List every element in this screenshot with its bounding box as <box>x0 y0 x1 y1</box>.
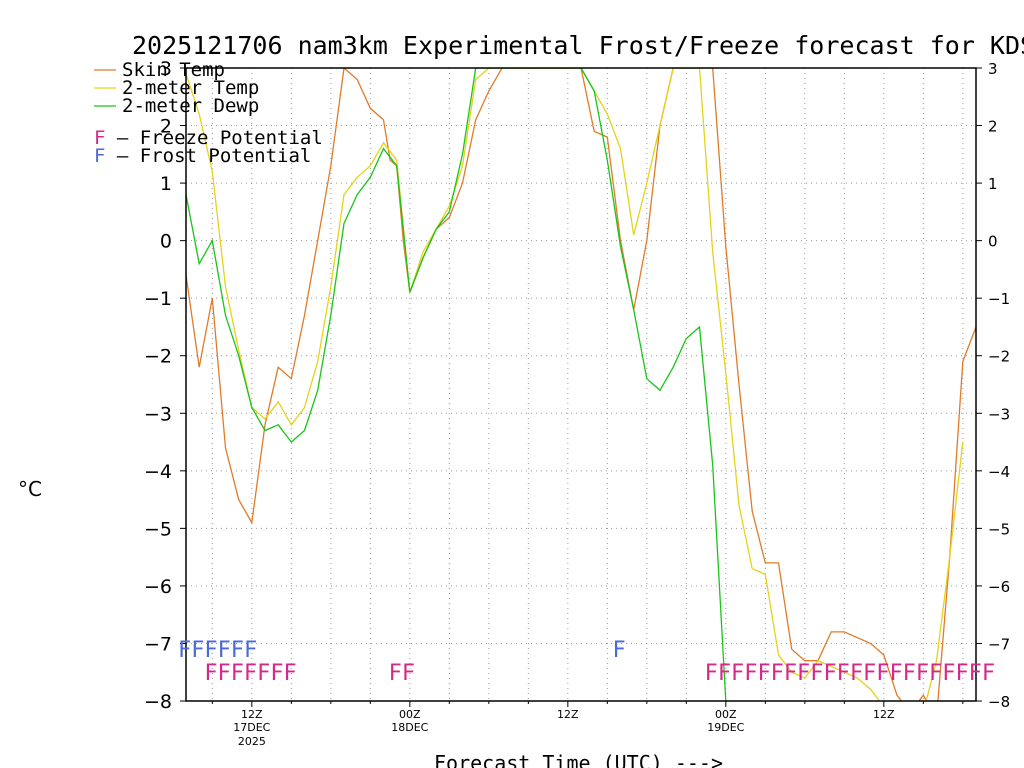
series-line-skin-temp <box>186 68 976 701</box>
y-tick-label-left: −1 <box>144 288 172 310</box>
legend-label: 2-meter Dewp <box>122 95 259 117</box>
freeze-flag-run: FFFFFFFFFFFFFFFFFFFFFF <box>705 661 995 686</box>
series-line-2-meter-dewp <box>186 68 727 701</box>
frost-flag-run: FFFFFF <box>178 638 257 663</box>
grid-lines <box>186 68 976 701</box>
legend-label: Skin Temp <box>122 59 225 81</box>
y-tick-label-left: −7 <box>144 633 172 655</box>
flag-legend-text: – Frost Potential <box>105 145 311 167</box>
y-axis-label: °C <box>18 477 42 501</box>
x-axis-label: Forecast Time (UTC) ---> <box>434 751 723 768</box>
flag-legend-entry: F – Freeze Potential <box>94 127 323 149</box>
x-tick-date: 18DEC <box>391 721 428 734</box>
x-tick-label: 12Z <box>873 708 895 721</box>
y-tick-label-right: −5 <box>988 520 1010 538</box>
x-tick-label: 00Z <box>715 708 737 721</box>
x-tick-label: 00Z <box>399 708 421 721</box>
y-tick-label-right: −6 <box>988 578 1010 596</box>
x-tick-year: 2025 <box>238 735 266 748</box>
series-clip-group <box>186 68 976 701</box>
flag-legend-letter: F <box>94 145 105 167</box>
x-tick-date: 17DEC <box>233 721 270 734</box>
y-tick-label-left: −4 <box>144 461 172 483</box>
x-tick-label: 12Z <box>557 708 579 721</box>
flag-legend-letter: F <box>94 127 105 149</box>
y-tick-label-right: −1 <box>988 290 1010 308</box>
y-tick-label-right: −7 <box>988 635 1010 653</box>
freeze-flag-run: FFFFFFF <box>204 661 296 686</box>
y-tick-label-left: −6 <box>144 576 172 598</box>
y-tick-label-left: 0 <box>160 231 172 253</box>
frost-flag-run: F <box>613 638 626 663</box>
y-tick-label-right: −4 <box>988 463 1010 481</box>
x-tick-date: 19DEC <box>707 721 744 734</box>
y-tick-label-left: 3 <box>160 58 172 80</box>
y-tick-label-right: 3 <box>988 60 998 78</box>
x-tick-label: 12Z <box>241 708 263 721</box>
y-tick-label-left: −5 <box>144 518 172 540</box>
axis-ticks: −8 −8 −7 −7 −6 −6 −5 −5 −4 −4 −3 −3 −2 −2 −1 −1 0 0 1 1 2 2 3 3… <box>144 58 1010 748</box>
flag-legend-entry: F – Frost Potential <box>94 145 311 167</box>
y-tick-label-right: −3 <box>988 405 1010 423</box>
y-tick-label-right: −2 <box>988 348 1010 366</box>
y-tick-label-left: −8 <box>144 691 172 713</box>
y-tick-label-left: −2 <box>144 346 172 368</box>
y-tick-label-left: 2 <box>160 116 172 138</box>
y-tick-label-right: 0 <box>988 233 998 251</box>
plot-frame <box>185 67 977 702</box>
series-line-2-meter-temp <box>186 68 964 701</box>
y-tick-label-right: −8 <box>988 693 1010 711</box>
chart-title: 2025121706 nam3km Experimental Frost/Fre… <box>132 31 1024 60</box>
y-tick-label-left: −3 <box>144 403 172 425</box>
series-lines <box>186 68 976 701</box>
frost-freeze-flags: FFFFFF FFFFFFFF FF FFFFFFFFFFFFFFFFFFFFFF <box>178 638 995 686</box>
y-tick-label-left: 1 <box>160 173 172 195</box>
legend-label: 2-meter Temp <box>122 77 259 99</box>
freeze-flag-run: FF <box>389 661 415 686</box>
flag-legend-text: – Freeze Potential <box>105 127 322 149</box>
y-tick-label-right: 1 <box>988 175 998 193</box>
y-tick-label-right: 2 <box>988 118 998 136</box>
